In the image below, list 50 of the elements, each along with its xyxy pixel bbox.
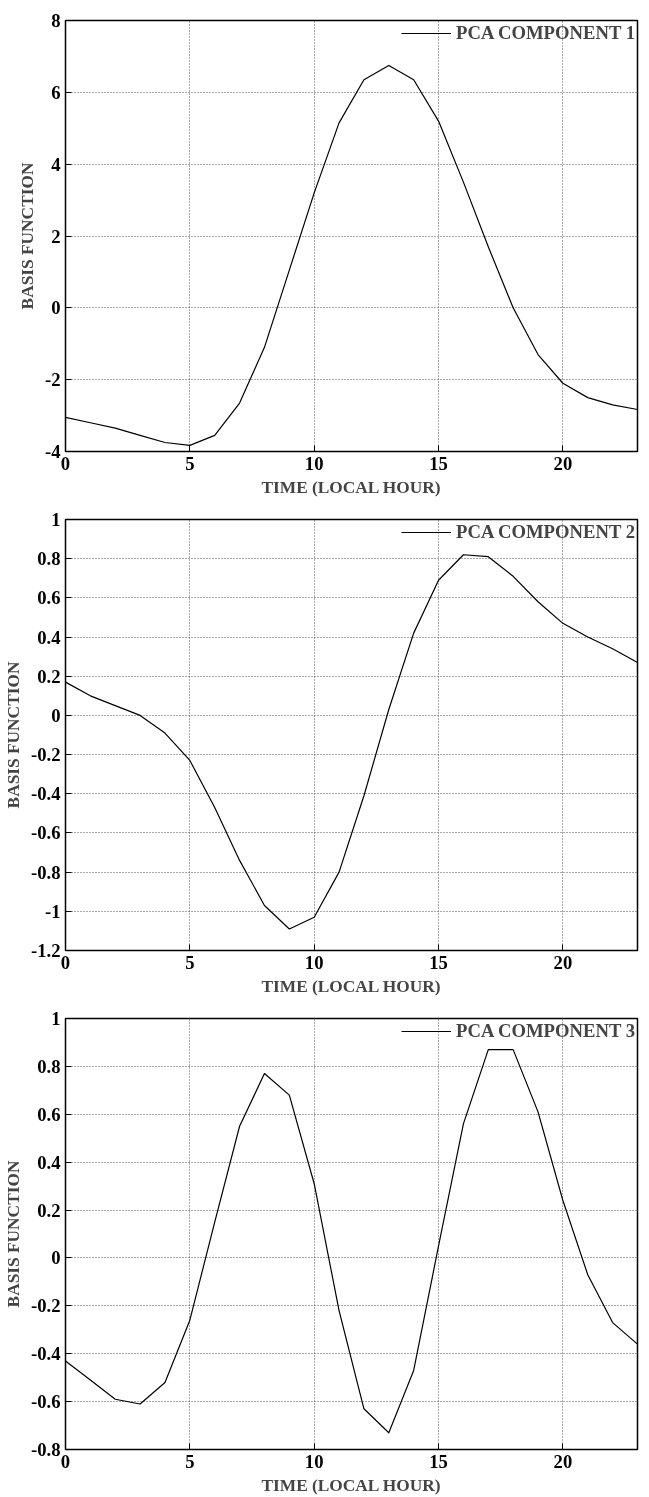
y-tick-label: 8 xyxy=(51,10,61,31)
legend-label: PCA COMPONENT 1 xyxy=(456,22,635,44)
x-tick-label: 20 xyxy=(553,452,573,474)
y-tick-label: -0.8 xyxy=(30,861,61,883)
y-tick-label: -4 xyxy=(44,441,61,462)
legend-label: PCA COMPONENT 3 xyxy=(456,1020,635,1042)
y-tick-label: 0.4 xyxy=(37,626,61,648)
y-tick-label: 0 xyxy=(51,704,61,726)
y-tick-label: 0.6 xyxy=(37,587,61,609)
y-tick-label: 0.2 xyxy=(37,1199,61,1221)
x-tick-label: 5 xyxy=(185,951,195,973)
y-tick-label: -1.2 xyxy=(30,940,61,961)
x-tick-label: 5 xyxy=(185,1450,195,1472)
y-tick-label: 0.2 xyxy=(37,665,61,687)
y-tick-label: 1 xyxy=(51,1008,61,1029)
x-tick-label: 5 xyxy=(185,452,195,474)
legend-label: PCA COMPONENT 2 xyxy=(456,521,635,543)
y-tick-label: -0.4 xyxy=(30,1343,61,1365)
y-tick-label: -1 xyxy=(44,900,61,922)
y-tick-label: 0 xyxy=(51,297,61,319)
y-tick-label: 4 xyxy=(51,153,61,175)
y-tick-label: 6 xyxy=(51,81,61,103)
x-tick-label: 15 xyxy=(429,951,448,973)
x-axis-title: TIME (LOCAL HOUR) xyxy=(261,976,441,996)
x-tick-label: 10 xyxy=(304,452,324,474)
y-axis-title: BASIS FUNCTION xyxy=(3,1160,23,1308)
y-tick-label: -0.8 xyxy=(30,1439,61,1460)
x-tick-label: 20 xyxy=(553,951,573,973)
y-tick-label: 2 xyxy=(51,225,61,247)
x-tick-label: 10 xyxy=(304,1450,324,1472)
x-axis-title: TIME (LOCAL HOUR) xyxy=(261,1475,441,1495)
y-tick-label: 0 xyxy=(51,1247,61,1269)
x-tick-label: 20 xyxy=(553,1450,573,1472)
y-tick-label: -0.4 xyxy=(30,783,61,805)
y-axis-title: BASIS FUNCTION xyxy=(3,661,23,809)
x-axis-title: TIME (LOCAL HOUR) xyxy=(261,477,441,497)
x-tick-label: 15 xyxy=(429,1450,448,1472)
x-tick-label: 10 xyxy=(304,951,324,973)
y-tick-label: -0.2 xyxy=(30,1295,61,1317)
y-tick-label: -0.6 xyxy=(30,822,61,844)
y-tick-label: 0.8 xyxy=(37,548,61,570)
y-axis-title: BASIS FUNCTION xyxy=(17,162,37,310)
y-tick-label: 0.4 xyxy=(37,1151,61,1173)
y-tick-label: -0.6 xyxy=(30,1391,61,1413)
y-tick-label: 0.8 xyxy=(37,1055,61,1077)
y-tick-label: -0.2 xyxy=(30,744,61,766)
y-tick-label: 1 xyxy=(51,509,61,530)
y-tick-label: 0.6 xyxy=(37,1103,61,1125)
x-tick-label: 15 xyxy=(429,452,448,474)
y-tick-label: -2 xyxy=(44,369,61,391)
